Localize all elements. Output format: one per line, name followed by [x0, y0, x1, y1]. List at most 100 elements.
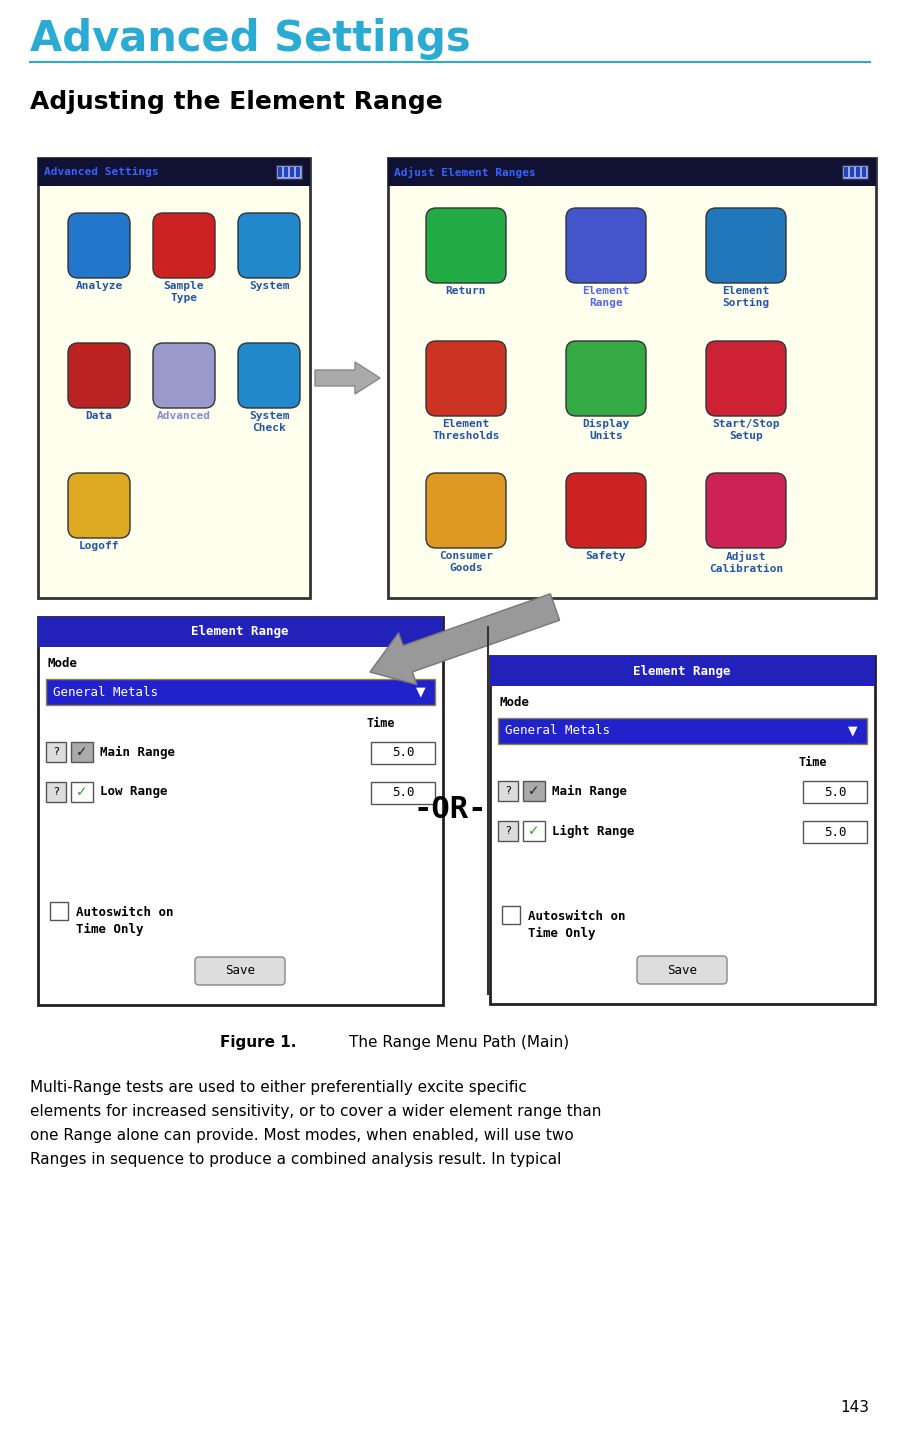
Bar: [50, 901, 68, 920]
FancyBboxPatch shape: [426, 472, 506, 549]
Text: Start/Stop
Setup: Start/Stop Setup: [712, 419, 779, 441]
Text: Mode: Mode: [500, 696, 530, 708]
Polygon shape: [315, 361, 380, 395]
Bar: [71, 742, 93, 762]
Bar: [46, 782, 66, 802]
Text: ✓: ✓: [76, 785, 88, 799]
Bar: [850, 167, 854, 177]
Text: Analyze: Analyze: [76, 281, 122, 291]
Bar: [502, 906, 520, 924]
Text: Time Only: Time Only: [528, 927, 595, 940]
Text: ✓: ✓: [76, 744, 88, 759]
Bar: [523, 780, 545, 801]
Bar: [862, 167, 866, 177]
Text: ?: ?: [53, 747, 59, 757]
FancyBboxPatch shape: [637, 956, 727, 984]
Text: Element
Range: Element Range: [583, 287, 629, 308]
Bar: [498, 821, 518, 841]
Text: Ranges in sequence to produce a combined analysis result. In typical: Ranges in sequence to produce a combined…: [30, 1152, 561, 1166]
Bar: [38, 158, 310, 598]
Text: ▼: ▼: [416, 685, 426, 698]
Bar: [46, 680, 435, 706]
Text: General Metals: General Metals: [505, 724, 610, 737]
Bar: [490, 657, 875, 1004]
FancyBboxPatch shape: [153, 343, 215, 408]
Text: 5.0: 5.0: [392, 746, 414, 759]
FancyBboxPatch shape: [426, 207, 506, 284]
Text: Mode: Mode: [48, 657, 78, 670]
Bar: [498, 719, 867, 744]
Text: Element
Sorting: Element Sorting: [723, 287, 770, 308]
Bar: [38, 158, 310, 186]
Text: Main Range: Main Range: [552, 785, 627, 798]
Text: Time: Time: [367, 717, 396, 730]
FancyBboxPatch shape: [426, 341, 506, 416]
FancyBboxPatch shape: [706, 472, 786, 549]
Text: ?: ?: [505, 786, 511, 796]
Text: Sample
Type: Sample Type: [164, 281, 204, 302]
Text: -OR-: -OR-: [414, 795, 486, 825]
Text: Autoswitch on: Autoswitch on: [528, 910, 626, 923]
Text: Safety: Safety: [586, 552, 627, 562]
Text: Main Range: Main Range: [100, 746, 175, 759]
Text: elements for increased sensitivity, or to cover a wider element range than: elements for increased sensitivity, or t…: [30, 1104, 601, 1119]
Text: Autoswitch on: Autoswitch on: [76, 906, 174, 919]
FancyBboxPatch shape: [68, 343, 130, 408]
Text: Time Only: Time Only: [76, 923, 144, 936]
FancyArrow shape: [370, 593, 560, 684]
Text: System
Check: System Check: [249, 410, 289, 432]
Bar: [276, 166, 302, 179]
Text: System: System: [249, 281, 289, 291]
Bar: [490, 657, 875, 685]
Text: Element Range: Element Range: [633, 664, 731, 677]
FancyBboxPatch shape: [153, 213, 215, 278]
Bar: [842, 166, 868, 179]
Text: Consumer
Goods: Consumer Goods: [439, 552, 493, 573]
Text: Figure 1.: Figure 1.: [220, 1035, 297, 1050]
Text: 5.0: 5.0: [392, 786, 414, 799]
Text: Adjust Element Ranges: Adjust Element Ranges: [394, 167, 536, 177]
Bar: [388, 158, 876, 598]
Text: ✓: ✓: [529, 783, 539, 798]
FancyBboxPatch shape: [68, 472, 130, 539]
Text: ✓: ✓: [529, 824, 539, 838]
Text: 143: 143: [840, 1400, 869, 1416]
Text: General Metals: General Metals: [53, 685, 158, 698]
FancyBboxPatch shape: [706, 207, 786, 284]
FancyBboxPatch shape: [706, 341, 786, 416]
Text: ?: ?: [53, 788, 59, 796]
Text: Adjusting the Element Range: Adjusting the Element Range: [30, 89, 442, 114]
Text: Light Range: Light Range: [552, 825, 635, 838]
Text: Logoff: Logoff: [79, 541, 120, 552]
Bar: [523, 821, 545, 841]
FancyBboxPatch shape: [238, 343, 300, 408]
Text: Advanced Settings: Advanced Settings: [44, 167, 159, 177]
FancyBboxPatch shape: [566, 341, 646, 416]
Text: Time: Time: [798, 756, 827, 769]
Bar: [498, 780, 518, 801]
Text: Save: Save: [225, 965, 255, 978]
Text: The Range Menu Path (Main): The Range Menu Path (Main): [310, 1035, 569, 1050]
Bar: [803, 821, 867, 842]
Text: 5.0: 5.0: [823, 825, 846, 838]
FancyBboxPatch shape: [238, 213, 300, 278]
Text: Low Range: Low Range: [100, 785, 167, 799]
FancyBboxPatch shape: [566, 472, 646, 549]
Bar: [38, 616, 443, 647]
Text: Display
Units: Display Units: [583, 419, 629, 441]
Bar: [844, 167, 848, 177]
Bar: [290, 167, 294, 177]
Text: 5.0: 5.0: [823, 785, 846, 799]
Bar: [371, 782, 435, 804]
Text: Element
Thresholds: Element Thresholds: [432, 419, 500, 441]
Text: Element Range: Element Range: [191, 625, 289, 638]
Bar: [296, 167, 300, 177]
Bar: [46, 742, 66, 762]
Bar: [388, 158, 876, 186]
Text: ?: ?: [505, 827, 511, 837]
Text: Advanced: Advanced: [157, 410, 211, 420]
Text: Save: Save: [667, 963, 697, 976]
Text: one Range alone can provide. Most modes, when enabled, will use two: one Range alone can provide. Most modes,…: [30, 1128, 574, 1143]
Bar: [71, 782, 93, 802]
Bar: [803, 780, 867, 804]
